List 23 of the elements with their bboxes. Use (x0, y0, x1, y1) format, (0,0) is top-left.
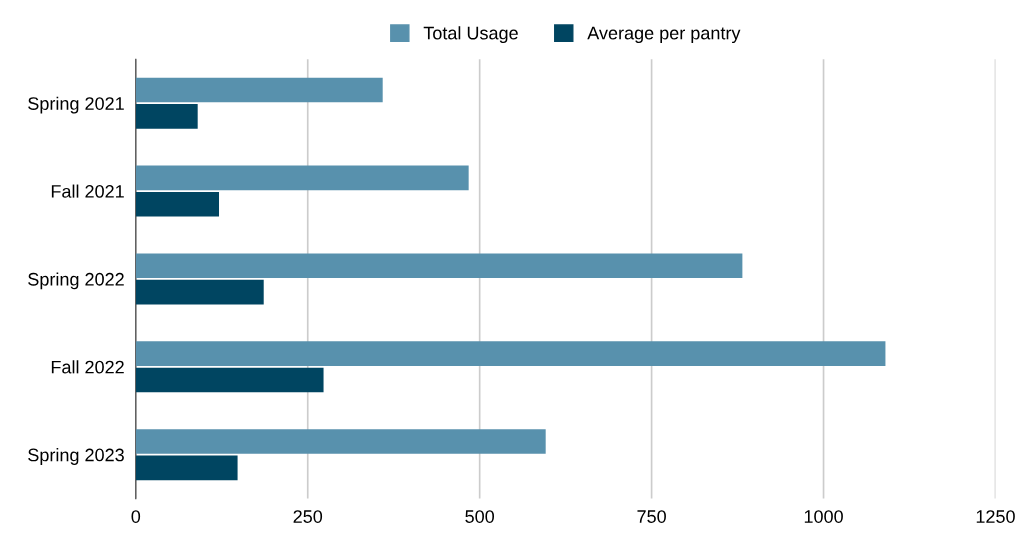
bar (135, 191, 220, 217)
y-tick-label: Spring 2022 (28, 272, 124, 290)
y-tick-label: Spring 2023 (28, 448, 124, 465)
bar (135, 429, 546, 454)
bar (135, 279, 264, 305)
x-tick-label: 500 (465, 510, 495, 523)
x-tick-label: 1000 (804, 510, 843, 523)
bar (135, 104, 198, 129)
y-tick-label: Fall 2022 (51, 360, 124, 374)
x-tick-label: 750 (637, 510, 666, 523)
bar (135, 165, 469, 191)
x-tick-label: 1250 (976, 510, 1015, 523)
x-tick-label: 250 (293, 510, 323, 523)
x-tick-label: 0 (131, 510, 141, 523)
bar (135, 253, 743, 279)
legend-label: Total Usage (423, 26, 518, 44)
legend-label: Average per pantry (587, 26, 741, 44)
bar (135, 341, 886, 366)
y-tick-label: Fall 2021 (51, 184, 124, 198)
bar (135, 77, 383, 103)
bar (135, 455, 238, 481)
bar (135, 367, 324, 393)
y-tick-label: Spring 2021 (28, 96, 124, 114)
